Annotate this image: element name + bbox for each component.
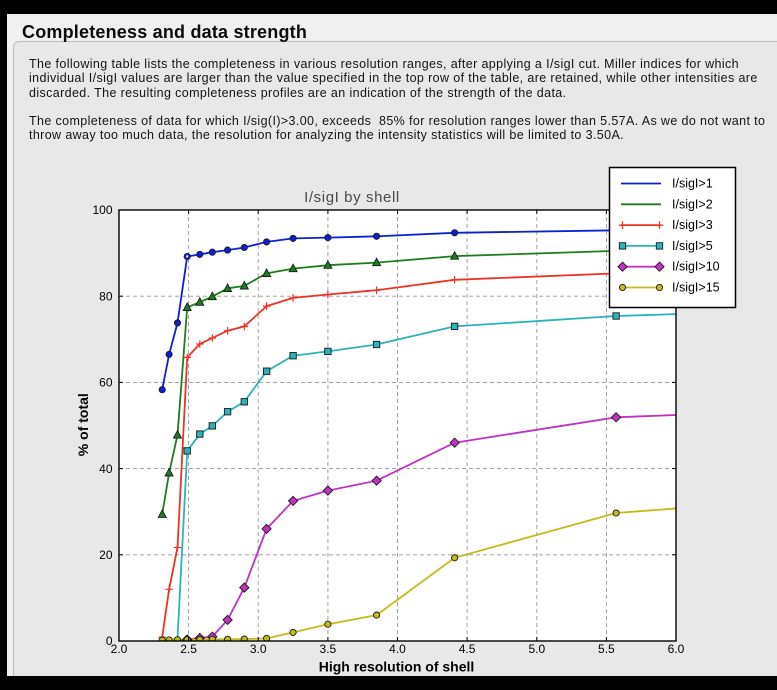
svg-text:2.5: 2.5: [180, 642, 197, 656]
svg-text:I/sigI>15: I/sigI>15: [672, 281, 720, 295]
svg-text:6.0: 6.0: [668, 642, 685, 656]
svg-text:5.0: 5.0: [528, 642, 545, 656]
svg-text:I/sigI>1: I/sigI>1: [672, 177, 713, 191]
svg-text:% of total: % of total: [75, 393, 91, 456]
svg-text:I/sigI>2: I/sigI>2: [672, 197, 713, 211]
svg-text:40: 40: [99, 462, 113, 476]
svg-text:60: 60: [99, 376, 113, 390]
svg-text:3.5: 3.5: [320, 642, 337, 656]
svg-text:2.0: 2.0: [111, 642, 128, 656]
svg-text:4.0: 4.0: [389, 642, 406, 656]
svg-text:0: 0: [106, 634, 113, 648]
svg-text:5.5: 5.5: [598, 642, 615, 656]
svg-text:I/sigI>3: I/sigI>3: [672, 218, 713, 232]
svg-text:80: 80: [99, 289, 113, 303]
svg-text:I/sigI>10: I/sigI>10: [672, 260, 720, 274]
svg-text:3.0: 3.0: [250, 642, 267, 656]
svg-text:I/sigI by shell: I/sigI by shell: [304, 189, 400, 206]
svg-text:20: 20: [99, 548, 113, 562]
svg-text:I/sigI>5: I/sigI>5: [672, 239, 713, 253]
svg-text:4.5: 4.5: [459, 642, 476, 656]
svg-text:High resolution of shell: High resolution of shell: [319, 659, 475, 675]
svg-text:100: 100: [92, 203, 112, 217]
